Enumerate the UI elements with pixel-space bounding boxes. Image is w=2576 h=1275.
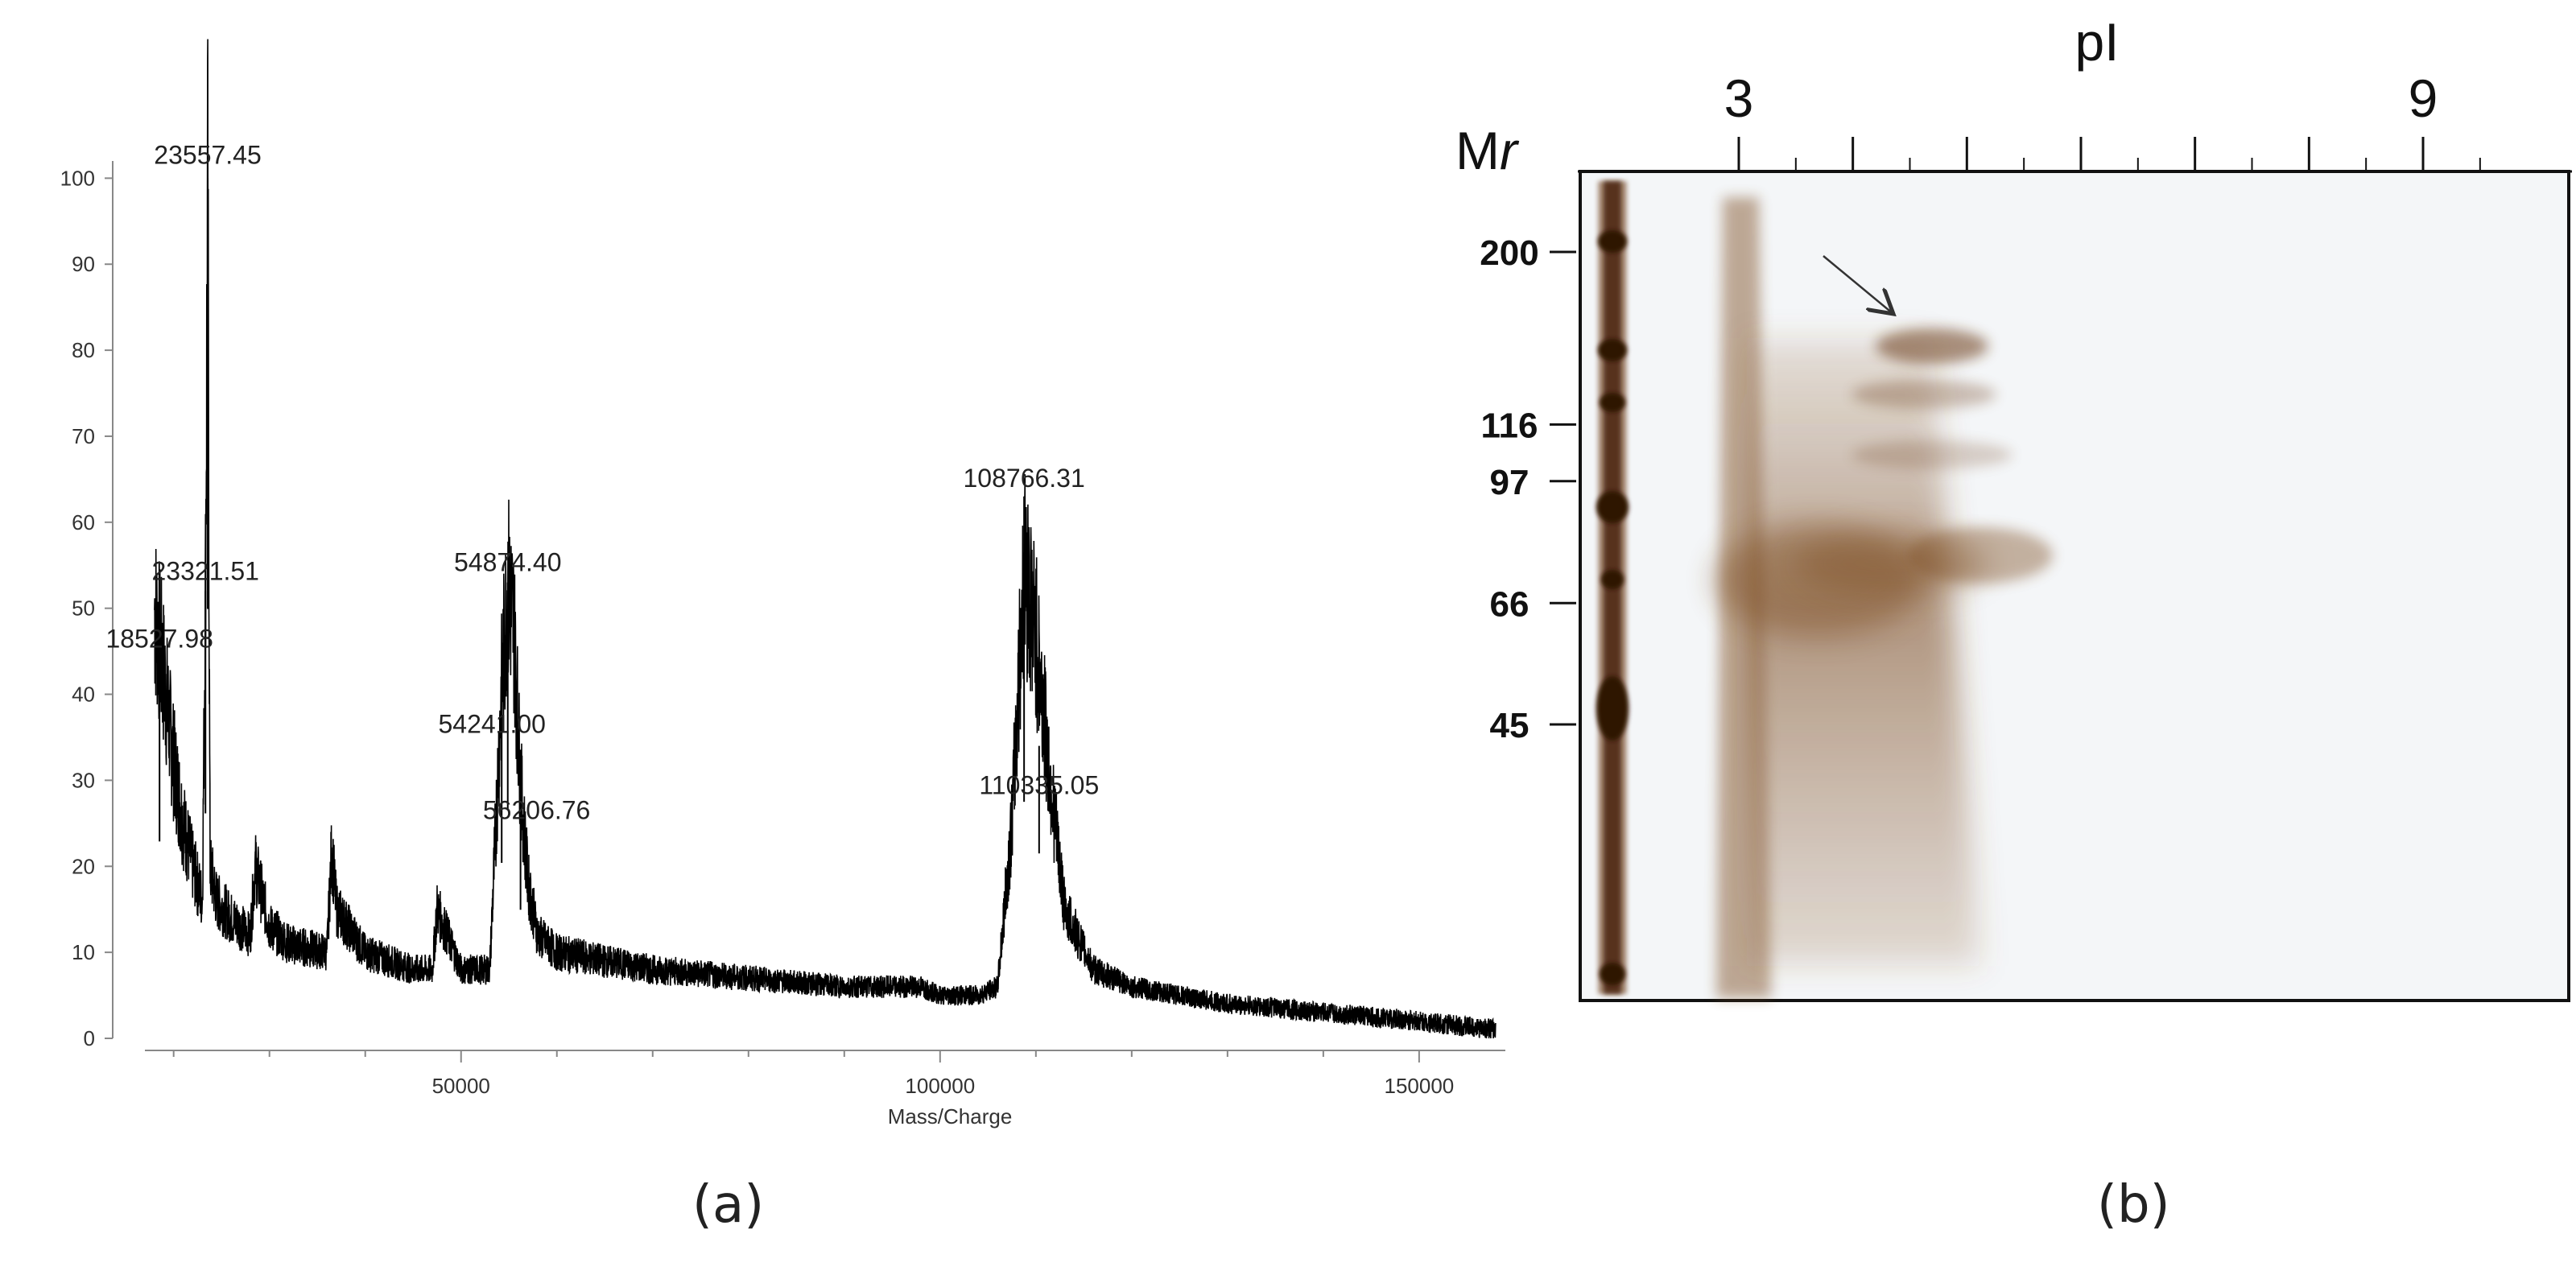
mr-axis-title: Mr	[1455, 121, 1520, 180]
protein-smear	[1715, 197, 2053, 998]
spot-arrow	[1823, 255, 1893, 314]
pi-label: 9	[2409, 68, 2438, 128]
x-tick-label: 100000	[905, 1074, 975, 1098]
ms-trace-group	[154, 39, 1496, 1039]
y-tick-label: 20	[72, 854, 95, 878]
mr-title-r: r	[1500, 121, 1520, 180]
ms-axes: 0 10 20 30 40 50 60 70 80 90 100 50000 100000 150000	[60, 161, 1505, 1098]
peak-label: 54874.40	[454, 548, 561, 577]
peak-label: 23321.51	[152, 556, 259, 585]
peak-label: 23557.45	[154, 140, 261, 169]
mr-marker-label: 45	[1490, 706, 1530, 745]
mr-markers: 200 116 97 66 45	[1480, 233, 1576, 745]
x-tick-label: 150000	[1385, 1074, 1455, 1098]
ms-peak-labels: 23557.45 23321.51 18527.98 54874.40 54241.00…	[105, 140, 1099, 824]
peak-label: 110335.05	[979, 771, 1099, 800]
y-tick-label: 90	[72, 252, 95, 276]
peak-label: 54241.00	[438, 710, 545, 739]
mr-marker-label: 66	[1490, 584, 1530, 624]
y-tick-label: 70	[72, 424, 95, 448]
panel-label-b: (b)	[2097, 1175, 2170, 1235]
pi-axis-title: pI	[2074, 12, 2119, 72]
y-tick-label: 100	[60, 166, 95, 190]
y-tick-label: 10	[72, 940, 95, 964]
peak-label: 56206.76	[483, 795, 590, 824]
y-tick-label: 80	[72, 338, 95, 362]
x-tick-label: 50000	[432, 1074, 490, 1098]
x-axis-label: Mass/Charge	[888, 1104, 1013, 1129]
mr-marker-label: 200	[1480, 233, 1538, 273]
peak-label: 108766.31	[964, 464, 1085, 493]
peak-label: 18527.98	[105, 624, 213, 653]
panel-label-a: (a)	[692, 1175, 765, 1235]
mr-marker-label: 116	[1481, 406, 1538, 445]
y-tick-label: 40	[72, 683, 95, 707]
y-tick-label: 50	[72, 596, 95, 621]
mr-marker-label: 97	[1490, 463, 1530, 502]
y-tick-label: 0	[84, 1026, 95, 1050]
marker-ladder-lane	[1596, 181, 1629, 994]
y-tick-label: 60	[72, 510, 95, 534]
pi-label: 3	[1724, 68, 1754, 128]
mr-title-m: M	[1455, 121, 1500, 180]
y-tick-label: 30	[72, 768, 95, 792]
ms-trace	[154, 39, 1496, 1039]
